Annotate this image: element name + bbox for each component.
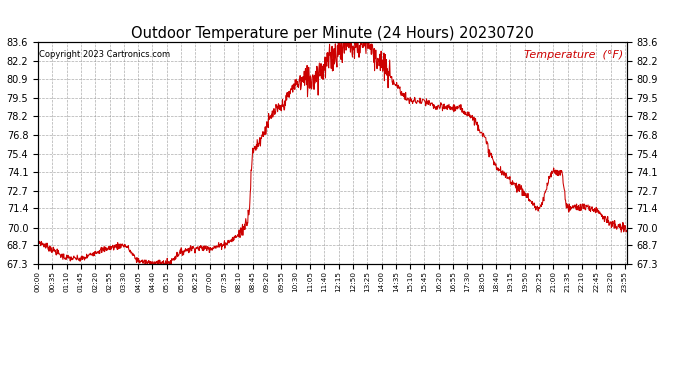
Title: Outdoor Temperature per Minute (24 Hours) 20230720: Outdoor Temperature per Minute (24 Hours… bbox=[131, 26, 533, 41]
Text: Copyright 2023 Cartronics.com: Copyright 2023 Cartronics.com bbox=[39, 50, 170, 59]
Text: Temperature  (°F): Temperature (°F) bbox=[524, 50, 624, 60]
